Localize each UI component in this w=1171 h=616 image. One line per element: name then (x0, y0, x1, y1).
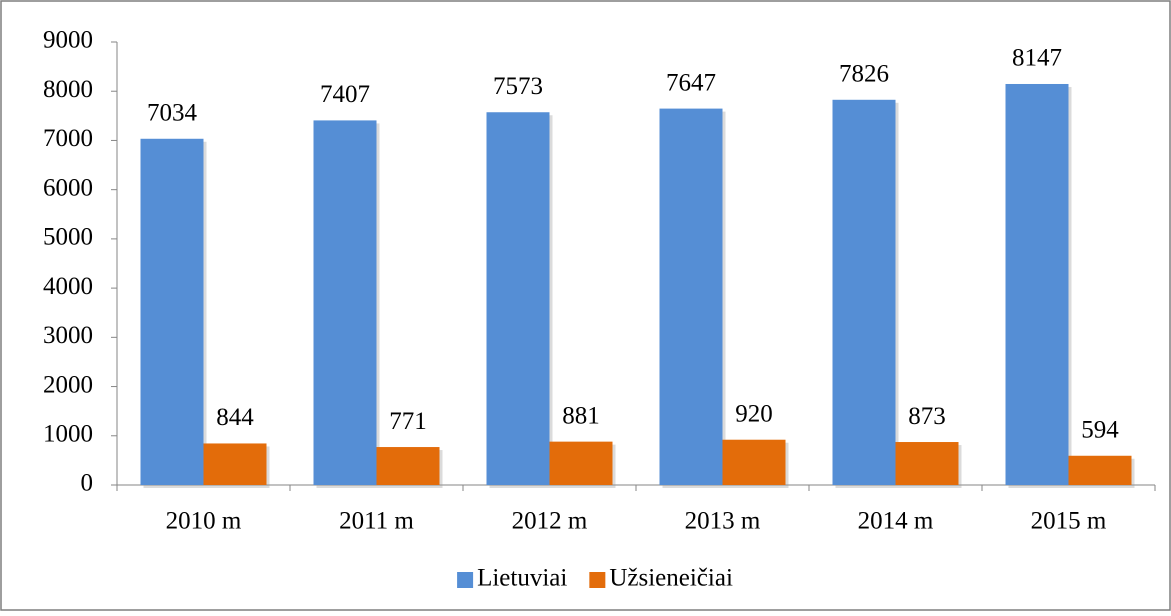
data-label: 7826 (839, 61, 889, 88)
y-tick-label: 4000 (43, 273, 93, 300)
y-tick-label: 6000 (43, 174, 93, 201)
bar (659, 108, 723, 486)
data-label: 7647 (666, 69, 716, 96)
bar (549, 441, 613, 485)
bar (313, 120, 377, 485)
y-tick-label: 3000 (43, 322, 93, 349)
data-label: 771 (389, 408, 427, 435)
bar (486, 112, 550, 485)
data-label: 881 (562, 402, 600, 429)
bar (376, 447, 440, 485)
y-tick-label: 2000 (43, 371, 93, 398)
data-label: 920 (735, 400, 773, 427)
legend-label: Lietuviai (477, 565, 567, 592)
x-tick-label: 2015 m (1031, 508, 1107, 535)
x-tick-label: 2012 m (512, 508, 588, 535)
x-tick-label: 2010 m (166, 508, 242, 535)
y-tick-label: 7000 (43, 125, 93, 152)
data-label: 7407 (320, 81, 370, 108)
legend-swatch (457, 572, 474, 588)
bar (1068, 455, 1132, 485)
data-label: 7573 (493, 73, 543, 100)
y-tick-label: 5000 (43, 224, 93, 251)
data-label: 7034 (147, 100, 198, 127)
x-tick-label: 2014 m (858, 508, 934, 535)
y-tick-label: 0 (81, 470, 94, 497)
bar (140, 138, 204, 486)
data-label: 594 (1081, 416, 1119, 443)
y-tick-label: 8000 (43, 76, 93, 103)
y-tick-label: 9000 (43, 27, 93, 54)
bar (895, 442, 959, 485)
legend-label: Užsieneičiai (609, 565, 733, 592)
bar (722, 439, 786, 485)
x-tick-label: 2011 m (339, 508, 414, 535)
data-label: 844 (216, 404, 254, 431)
bar (832, 99, 896, 485)
y-tick-label: 1000 (43, 421, 93, 448)
x-tick-label: 2013 m (685, 508, 761, 535)
data-label: 8147 (1012, 45, 1062, 72)
bar (203, 443, 267, 485)
data-label: 873 (908, 403, 946, 430)
legend-swatch (589, 572, 606, 588)
bar (1005, 83, 1069, 485)
